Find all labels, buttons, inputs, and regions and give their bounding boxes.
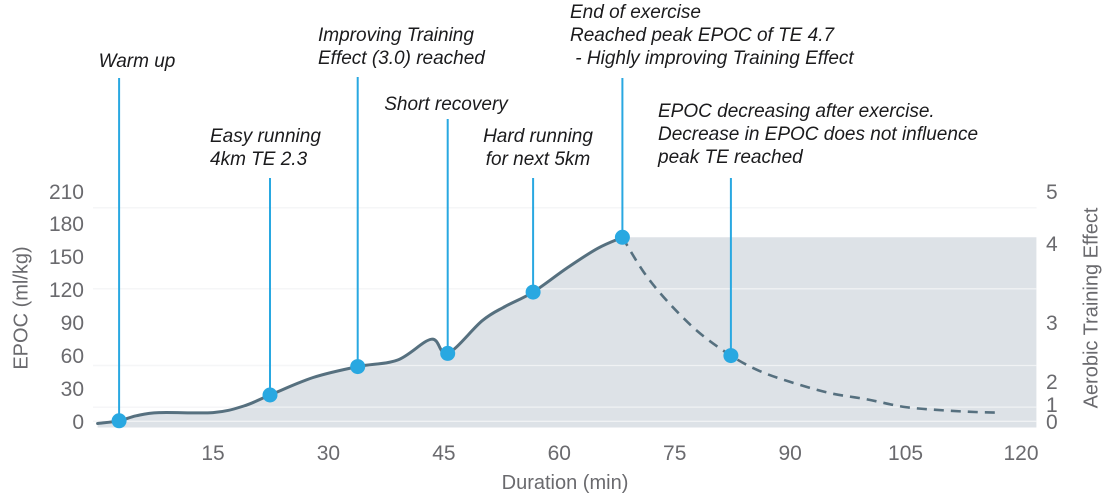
x-axis-title: Duration (min) [501, 472, 629, 494]
y-tick-right-4: 4 [1046, 233, 1058, 257]
annotation-text-short-recovery: Short recovery [384, 94, 508, 115]
y-tick-right-5: 5 [1046, 180, 1058, 204]
annotation-dot-warm-up [111, 413, 127, 429]
y-tick-left-0: 0 [72, 410, 84, 434]
annotation-dot-improving-training-effect [350, 359, 366, 375]
annotation-dot-short-recovery [440, 345, 456, 361]
x-tick-45: 45 [432, 442, 456, 465]
y-tick-left-90: 90 [60, 311, 84, 335]
annotation-text-improving-training-effect: Improving Training Effect (3.0) reached [318, 25, 485, 69]
x-tick-15: 15 [201, 442, 225, 465]
x-tick-75: 75 [663, 442, 687, 465]
annotation-dot-end-of-exercise [614, 229, 630, 245]
y-tick-right-0: 0 [1046, 410, 1058, 434]
annotation-text-end-of-exercise: End of exercise Reached peak EPOC of TE … [570, 2, 854, 69]
y-axis-title-right: Aerobic Training Effect [1080, 207, 1103, 409]
y-tick-left-30: 30 [60, 377, 84, 401]
y-tick-right-3: 3 [1046, 311, 1058, 335]
x-tick-120: 120 [1003, 442, 1039, 465]
y-tick-left-150: 150 [48, 246, 84, 270]
y-tick-right-2: 2 [1046, 371, 1058, 395]
y-axis-title-left: EPOC (ml/kg) [10, 246, 33, 370]
annotation-text-hard-running: Hard running for next 5km [483, 126, 593, 170]
x-tick-30: 30 [316, 442, 341, 465]
epoc-curve-dashed [621, 236, 998, 414]
y-tick-left-180: 180 [48, 213, 84, 237]
y-tick-right-1: 1 [1046, 394, 1058, 418]
x-tick-105: 105 [888, 442, 924, 465]
annotation-dot-hard-running [525, 284, 541, 300]
annotation-text-warm-up: Warm up [98, 51, 176, 72]
epoc-area-fill [97, 237, 1037, 428]
y-tick-left-210: 210 [48, 180, 84, 204]
x-tick-60: 60 [547, 442, 571, 465]
y-tick-left-120: 120 [48, 279, 84, 303]
annotation-dot-easy-running [262, 387, 278, 403]
annotation-dot-epoc-decreasing [723, 348, 739, 364]
annotation-text-easy-running: Easy running 4km TE 2.3 [210, 126, 321, 170]
annotation-text-epoc-decreasing: EPOC decreasing after exercise. Decrease… [658, 101, 979, 168]
x-tick-90: 90 [778, 442, 802, 465]
y-tick-left-60: 60 [60, 344, 84, 368]
